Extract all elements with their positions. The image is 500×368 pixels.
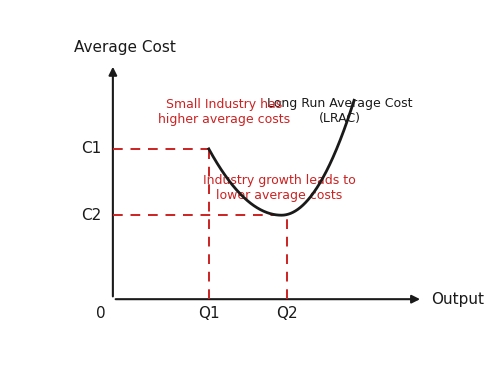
- Text: Long Run Average Cost
(LRAC): Long Run Average Cost (LRAC): [267, 97, 412, 125]
- Text: Q2: Q2: [276, 306, 298, 321]
- Text: Q1: Q1: [198, 306, 220, 321]
- Text: Average Cost: Average Cost: [74, 40, 176, 56]
- Text: 0: 0: [96, 306, 106, 321]
- Text: Small Industry has
higher average costs: Small Industry has higher average costs: [158, 98, 290, 126]
- Text: C1: C1: [81, 141, 101, 156]
- Text: Output: Output: [430, 292, 484, 307]
- Text: C2: C2: [81, 208, 101, 223]
- Text: Industry growth leads to
lower average costs: Industry growth leads to lower average c…: [202, 174, 356, 202]
